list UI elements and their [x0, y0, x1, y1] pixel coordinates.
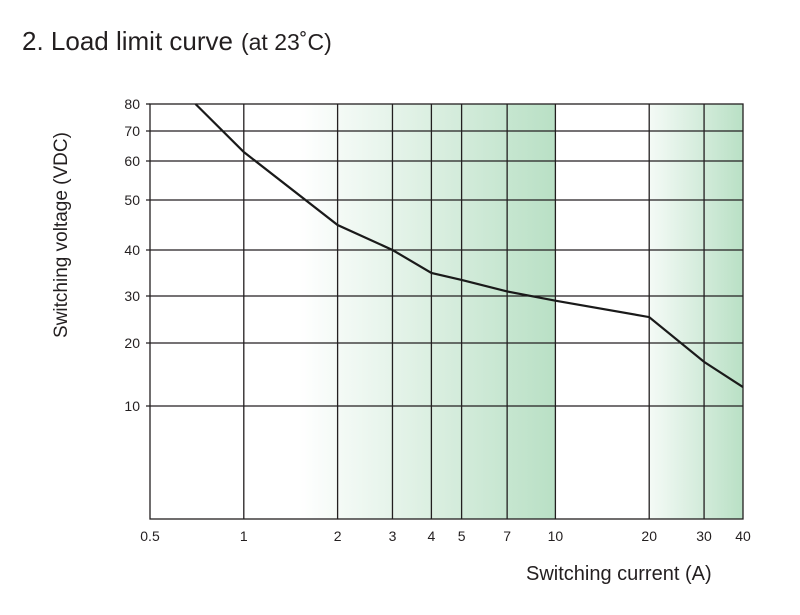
- y-tick-label: 10: [124, 398, 140, 414]
- x-tick-labels: 0.5 1 2 3 4 5 7 10 20 30 40: [140, 528, 751, 544]
- x-tick-label: 3: [389, 528, 397, 544]
- curve-layer: [194, 103, 744, 389]
- y-tick-label: 60: [124, 153, 140, 169]
- y-tick-label: 30: [124, 288, 140, 304]
- chart-subtitle: (at 23˚C): [240, 29, 332, 55]
- x-tick-label: 2: [334, 528, 342, 544]
- y-tick-label: 80: [124, 96, 140, 112]
- x-tick-label: 5: [458, 528, 466, 544]
- x-tick-label: 10: [548, 528, 564, 544]
- x-tick-label: 4: [428, 528, 436, 544]
- load-limit-line: [194, 103, 744, 389]
- y-tick-label: 40: [124, 242, 140, 258]
- x-tick-label: 30: [696, 528, 712, 544]
- y-tick-labels: 10 20 30 40 50 60 70 80: [124, 96, 140, 414]
- x-tick-label: 1: [240, 528, 248, 544]
- x-tick-label: 7: [503, 528, 511, 544]
- y-tick-label: 70: [124, 123, 140, 139]
- shaded-region: [298, 104, 556, 519]
- y-tick-label: 20: [124, 335, 140, 351]
- chart-title: 2. Load limit curve (at 23˚C): [22, 26, 332, 57]
- chart-title-text: 2. Load limit curve: [22, 26, 233, 56]
- y-tick-label: 50: [124, 192, 140, 208]
- x-tick-label: 0.5: [140, 528, 160, 544]
- x-tick-label: 20: [641, 528, 657, 544]
- x-tick-label: 40: [735, 528, 751, 544]
- x-axis-label: Switching current (A): [526, 563, 712, 585]
- grid: [146, 104, 743, 519]
- shaded-region: [649, 104, 743, 519]
- plot-border: [149, 103, 744, 520]
- plot-frame: [146, 103, 744, 520]
- shaded-regions: [298, 104, 743, 519]
